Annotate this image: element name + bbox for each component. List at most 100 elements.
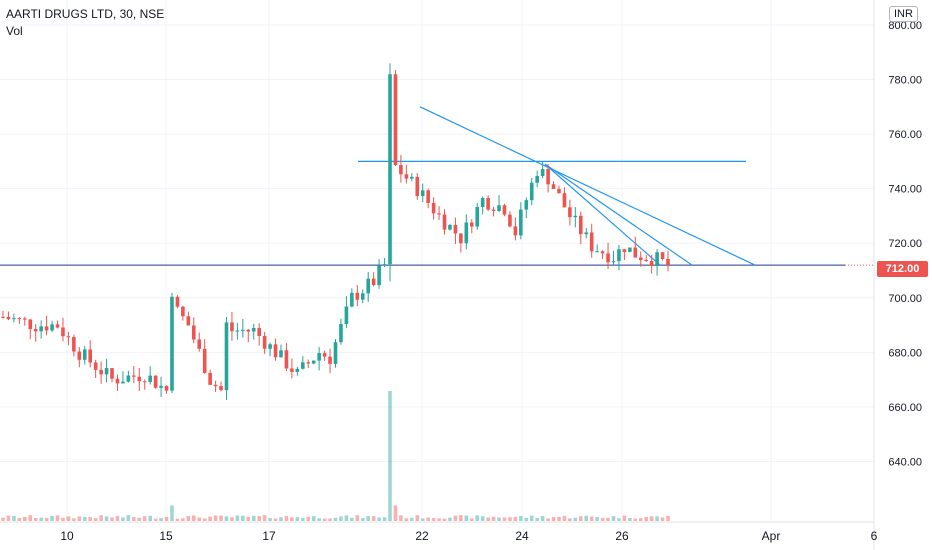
y-tick-label: 660.00 <box>888 402 922 414</box>
candle-body <box>224 322 229 391</box>
candle-body <box>415 176 420 197</box>
volume-bar <box>524 517 529 521</box>
candle-body <box>284 350 289 369</box>
volume-bar <box>257 516 261 521</box>
volume-bar <box>284 516 289 521</box>
volume-bar <box>502 517 507 521</box>
volume-bar <box>562 515 567 521</box>
candle-body <box>121 381 125 384</box>
volume-bar <box>88 517 93 521</box>
candle-body <box>366 278 371 294</box>
candle-body <box>382 264 387 266</box>
volume-bar <box>44 517 49 521</box>
volume-bar <box>126 515 131 521</box>
candle-body <box>99 369 103 375</box>
trendline-steep[interactable] <box>544 163 661 266</box>
candle-body <box>535 176 539 183</box>
currency-badge[interactable]: INR <box>889 6 918 22</box>
candle-body <box>153 375 158 388</box>
candle-body <box>622 249 627 252</box>
candle-body <box>644 259 648 261</box>
volume-bar <box>600 517 605 521</box>
volume-bar <box>437 518 441 521</box>
candle-body <box>241 329 245 331</box>
candle-body <box>513 226 518 236</box>
trendline-major[interactable] <box>419 106 756 266</box>
candle-body <box>137 376 142 382</box>
candle-body <box>273 344 278 358</box>
x-tick-label: Apr <box>762 529 781 543</box>
volume-bar <box>628 518 632 521</box>
candle-body <box>350 292 354 307</box>
trendline-minor[interactable] <box>544 163 693 266</box>
candle-body <box>191 325 196 340</box>
candle-body <box>82 349 87 360</box>
volume-bar <box>584 515 589 521</box>
volume-bar <box>508 517 512 521</box>
volume-bar <box>148 515 152 521</box>
volume-bar <box>480 516 485 521</box>
candle-body <box>328 356 332 364</box>
chart-grid <box>0 0 875 520</box>
candle-body <box>388 74 392 265</box>
volume-bar <box>606 517 610 521</box>
candle-body <box>279 350 283 358</box>
candle-body <box>333 342 338 364</box>
candle-body <box>132 375 136 377</box>
volume-bar <box>551 517 556 521</box>
volume-bar <box>28 515 33 521</box>
volume-bar <box>360 518 365 521</box>
candle-body <box>568 207 572 218</box>
volume-bar <box>399 515 403 521</box>
candle-body <box>175 296 180 307</box>
volume-bar <box>273 518 278 521</box>
volume-bar <box>12 515 16 521</box>
volume-bar <box>224 516 229 521</box>
volume-bar <box>72 518 76 521</box>
candle-body <box>360 293 365 300</box>
volume-bar <box>110 517 114 521</box>
symbol-title: AARTI DRUGS LTD, 30, NSE <box>6 7 165 21</box>
x-tick-label: 22 <box>415 529 429 543</box>
volume-bar <box>453 515 458 521</box>
volume-bar <box>350 517 354 521</box>
volume-bar <box>464 515 469 521</box>
candle-body <box>420 190 425 197</box>
volume-bar <box>578 516 583 521</box>
candles <box>1 63 670 400</box>
candle-body <box>600 251 605 254</box>
volume-bar <box>497 517 501 521</box>
candle-body <box>208 372 212 385</box>
volume-bar <box>660 517 665 521</box>
y-tick-label: 700.00 <box>888 293 922 305</box>
candle-body <box>6 317 11 320</box>
volume-bars <box>1 391 670 521</box>
volume-indicator-label[interactable]: Vol <box>6 24 23 38</box>
candle-body <box>344 306 349 325</box>
volume-bar <box>366 516 371 521</box>
candle-body <box>404 174 409 179</box>
candle-body <box>28 319 33 330</box>
candle-body <box>251 328 256 332</box>
volume-bar <box>99 515 103 521</box>
candle-body <box>649 260 654 266</box>
volume-bar <box>595 517 599 521</box>
x-tick-label: 26 <box>615 529 629 543</box>
candle-body <box>502 205 507 215</box>
candle-body <box>50 324 54 331</box>
x-tick-label: 15 <box>159 529 173 543</box>
volume-bar <box>268 518 272 521</box>
candle-body <box>655 252 659 266</box>
x-tick-label: 6 <box>871 529 878 543</box>
volume-bar <box>23 516 27 521</box>
candle-body <box>295 368 300 372</box>
candle-body <box>371 278 376 286</box>
candle-body <box>595 251 599 253</box>
candle-body <box>230 322 234 332</box>
candle-body <box>104 368 109 375</box>
candle-body <box>540 169 545 177</box>
candle-body <box>638 257 643 260</box>
candle-body <box>442 214 447 230</box>
candle-body <box>202 348 207 373</box>
